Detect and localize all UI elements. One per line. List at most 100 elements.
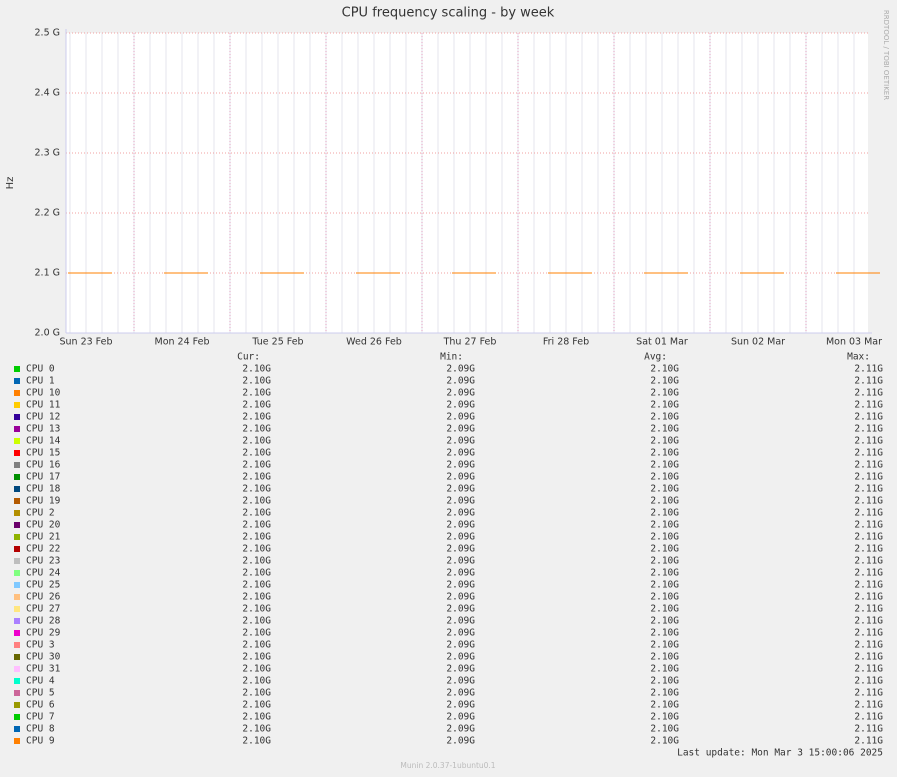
legend-swatch	[14, 558, 20, 564]
legend-avg: 2.10G	[650, 388, 679, 399]
legend-label: CPU 13	[26, 424, 60, 435]
legend-swatch	[14, 726, 20, 732]
legend-cur: 2.10G	[242, 424, 271, 435]
legend-label: CPU 18	[26, 484, 61, 495]
legend-min: 2.09G	[446, 484, 475, 495]
legend-max: 2.11G	[854, 484, 883, 495]
legend-max: 2.11G	[854, 736, 883, 747]
legend-cur: 2.10G	[242, 388, 271, 399]
legend-header: Min:	[440, 352, 463, 363]
legend-label: CPU 7	[26, 712, 55, 723]
legend-cur: 2.10G	[242, 400, 271, 411]
legend-max: 2.11G	[854, 400, 883, 411]
legend-min: 2.09G	[446, 568, 475, 579]
legend-label: CPU 19	[26, 496, 61, 507]
legend-min: 2.09G	[446, 496, 475, 507]
legend-max: 2.11G	[854, 568, 883, 579]
legend-max: 2.11G	[854, 616, 883, 627]
legend-swatch	[14, 702, 20, 708]
legend-min: 2.09G	[446, 628, 475, 639]
legend-avg: 2.10G	[650, 484, 679, 495]
legend-max: 2.11G	[854, 460, 883, 471]
legend-label: CPU 4	[26, 676, 55, 687]
legend-min: 2.09G	[446, 376, 475, 387]
legend-cur: 2.10G	[242, 496, 271, 507]
legend-avg: 2.10G	[650, 412, 679, 423]
legend-min: 2.09G	[446, 436, 475, 447]
legend-label: CPU 22	[26, 544, 60, 555]
x-tick-label: Mon 24 Feb	[155, 337, 210, 348]
legend-min: 2.09G	[446, 424, 475, 435]
legend-cur: 2.10G	[242, 676, 271, 687]
legend-label: CPU 28	[26, 616, 61, 627]
legend-avg: 2.10G	[650, 652, 679, 663]
legend-label: CPU 31	[26, 664, 61, 675]
legend-swatch	[14, 402, 20, 408]
legend-max: 2.11G	[854, 712, 883, 723]
legend-avg: 2.10G	[650, 532, 679, 543]
x-tick-label: Fri 28 Feb	[543, 337, 589, 348]
legend-cur: 2.10G	[242, 544, 271, 555]
legend-swatch	[14, 678, 20, 684]
legend-avg: 2.10G	[650, 604, 679, 615]
legend-max: 2.11G	[854, 388, 883, 399]
legend-label: CPU 8	[26, 724, 55, 735]
legend-label: CPU 1	[26, 376, 55, 387]
x-tick-label: Sat 01 Mar	[636, 337, 688, 348]
x-tick-label: Sun 02 Mar	[731, 337, 785, 348]
y-tick-label: 2.3 G	[35, 148, 61, 159]
y-axis-label: Hz	[5, 177, 16, 190]
x-tick-label: Thu 27 Feb	[443, 337, 497, 348]
legend-avg: 2.10G	[650, 496, 679, 507]
legend-swatch	[14, 570, 20, 576]
legend-avg: 2.10G	[650, 712, 679, 723]
x-tick-label: Wed 26 Feb	[346, 337, 402, 348]
legend-max: 2.11G	[854, 364, 883, 375]
legend-label: CPU 15	[26, 448, 60, 459]
legend-label: CPU 11	[26, 400, 61, 411]
legend-cur: 2.10G	[242, 640, 271, 651]
legend-cur: 2.10G	[242, 616, 271, 627]
legend-min: 2.09G	[446, 700, 475, 711]
legend-swatch	[14, 462, 20, 468]
legend-max: 2.11G	[854, 532, 883, 543]
legend-label: CPU 14	[26, 436, 61, 447]
legend-swatch	[14, 642, 20, 648]
x-tick-label: Sun 23 Feb	[59, 337, 112, 348]
legend-swatch	[14, 378, 20, 384]
legend-cur: 2.10G	[242, 436, 271, 447]
legend-min: 2.09G	[446, 724, 475, 735]
legend-max: 2.11G	[854, 688, 883, 699]
legend-max: 2.11G	[854, 544, 883, 555]
legend-max: 2.11G	[854, 436, 883, 447]
legend-max: 2.11G	[854, 376, 883, 387]
legend-label: CPU 9	[26, 736, 55, 747]
legend-swatch	[14, 426, 20, 432]
legend-label: CPU 12	[26, 412, 60, 423]
legend-cur: 2.10G	[242, 412, 271, 423]
legend-swatch	[14, 510, 20, 516]
legend-label: CPU 25	[26, 580, 60, 591]
legend-label: CPU 30	[26, 652, 61, 663]
legend-swatch	[14, 582, 20, 588]
legend-min: 2.09G	[446, 580, 475, 591]
chart-title: CPU frequency scaling - by week	[342, 6, 555, 21]
legend-cur: 2.10G	[242, 700, 271, 711]
legend-min: 2.09G	[446, 712, 475, 723]
legend-swatch	[14, 666, 20, 672]
legend-avg: 2.10G	[650, 736, 679, 747]
y-tick-label: 2.1 G	[35, 268, 61, 279]
legend-swatch	[14, 366, 20, 372]
legend-label: CPU 6	[26, 700, 55, 711]
legend-max: 2.11G	[854, 604, 883, 615]
legend-label: CPU 3	[26, 640, 55, 651]
legend-avg: 2.10G	[650, 628, 679, 639]
legend-swatch	[14, 606, 20, 612]
y-tick-label: 2.4 G	[35, 88, 61, 99]
legend-min: 2.09G	[446, 736, 475, 747]
legend-min: 2.09G	[446, 616, 475, 627]
legend-max: 2.11G	[854, 640, 883, 651]
legend-swatch	[14, 594, 20, 600]
legend-swatch	[14, 450, 20, 456]
legend-max: 2.11G	[854, 556, 883, 567]
